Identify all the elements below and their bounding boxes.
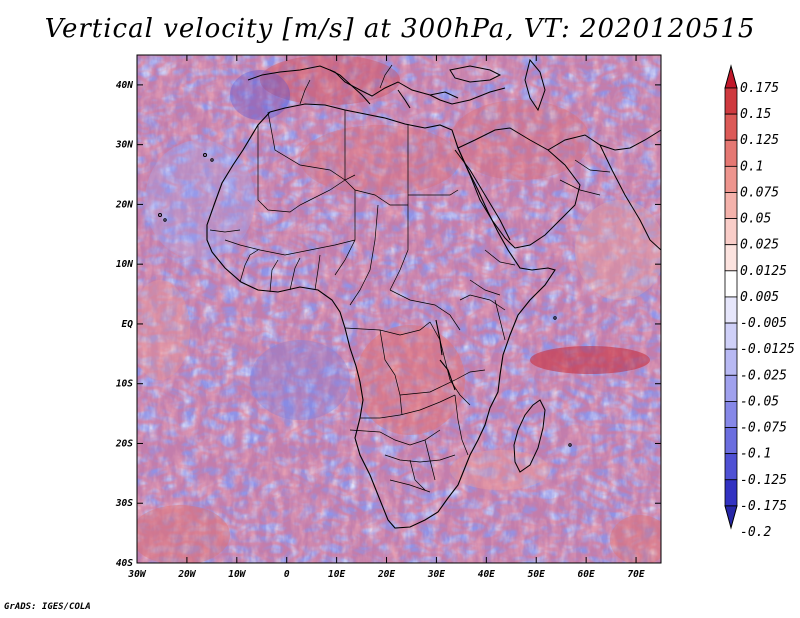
lon-tick-label: 40E	[478, 569, 495, 580]
colorbar-swatch	[724, 113, 738, 141]
colorbar-swatch	[724, 401, 738, 428]
lat-tick-label: 40S	[116, 558, 133, 569]
lon-tick-label: 10E	[328, 569, 345, 580]
colorbar-level-label: 0.1	[740, 159, 763, 174]
lat-tick-label: 10N	[116, 259, 133, 270]
colorbar-swatch	[724, 348, 738, 376]
colorbar-swatch	[724, 322, 738, 350]
colorbar-swatch	[724, 244, 738, 272]
lat-tick-label: 20N	[115, 199, 133, 210]
longitude-axis: 30W 20W 10W 0 10E 20E 30E 40E 50E 60E 70E	[127, 55, 645, 580]
lon-tick-label: 20E	[377, 569, 395, 580]
colorbar-swatch	[724, 479, 738, 507]
colorbar-level-label: 0.075	[740, 185, 779, 200]
colorbar-level-label: -0.2	[740, 525, 771, 540]
map-frame	[136, 54, 662, 564]
lon-tick-label: 0	[284, 569, 290, 580]
lat-tick-label: EQ	[122, 319, 134, 330]
lat-tick-label: 20S	[115, 438, 133, 449]
lon-tick-label: 30E	[427, 569, 445, 580]
colorbar-level-label: -0.1	[740, 447, 771, 462]
colorbar-swatch	[724, 87, 738, 115]
colorbar-level-label: -0.075	[740, 421, 787, 436]
colorbar-level-label: 0.05	[740, 212, 771, 227]
colorbar-swatch	[724, 139, 738, 167]
map-title: Vertical velocity [m/s] at 300hPa, VT: 2…	[44, 14, 756, 44]
lat-tick-label: 10S	[116, 379, 133, 390]
colorbar-swatch	[724, 165, 738, 193]
lon-tick-label: 20W	[177, 569, 196, 580]
colorbar-level-label: -0.0125	[740, 342, 795, 357]
lat-tick-label: 30N	[115, 140, 133, 151]
colorbar-swatch	[724, 374, 738, 402]
colorbar-min-arrow	[724, 505, 738, 530]
colorbar-swatch	[724, 453, 738, 481]
colorbar-swatch	[724, 296, 738, 324]
colorbar-level-label: 0.175	[740, 81, 779, 96]
colorbar-swatch	[724, 192, 738, 219]
colorbar-legend: 0.175 0.15 0.125 0.1 0.075 0.05 0.025 0.0125 0.0…	[724, 64, 795, 540]
lat-tick-label: 30S	[115, 498, 133, 509]
colorbar-swatch	[724, 270, 738, 298]
colorbar-level-label: -0.05	[740, 394, 779, 409]
lon-tick-label: 60E	[578, 569, 595, 580]
lon-tick-label: 70E	[627, 569, 644, 580]
colorbar-swatch	[724, 218, 738, 246]
colorbar-level-label: 0.0125	[740, 264, 787, 279]
coastlines	[158, 58, 661, 529]
lon-tick-label: 50E	[528, 569, 545, 580]
colorbar-level-label: -0.175	[740, 499, 787, 514]
footer-credit: GrADS: IGES/COLA	[4, 602, 91, 612]
colorbar-swatch	[724, 427, 738, 455]
vertical-velocity-field	[137, 55, 661, 563]
latitude-axis: 40S 30S 20S 10S EQ 10N 20N 30N 40N	[115, 80, 661, 569]
lon-tick-label: 30W	[127, 569, 146, 580]
colorbar-level-label: 0.025	[740, 238, 779, 253]
colorbar-level-label: -0.005	[740, 316, 787, 331]
colorbar-level-label: 0.005	[740, 290, 779, 305]
colorbar-max-arrow	[724, 64, 738, 89]
country-borders	[209, 64, 611, 493]
lon-tick-label: 10W	[228, 569, 246, 580]
colorbar-level-label: -0.125	[740, 473, 787, 488]
colorbar-level-label: 0.15	[740, 107, 771, 122]
colorbar-level-label: 0.125	[740, 133, 779, 148]
lat-tick-label: 40N	[116, 80, 133, 91]
colorbar-level-label: -0.025	[740, 368, 787, 383]
